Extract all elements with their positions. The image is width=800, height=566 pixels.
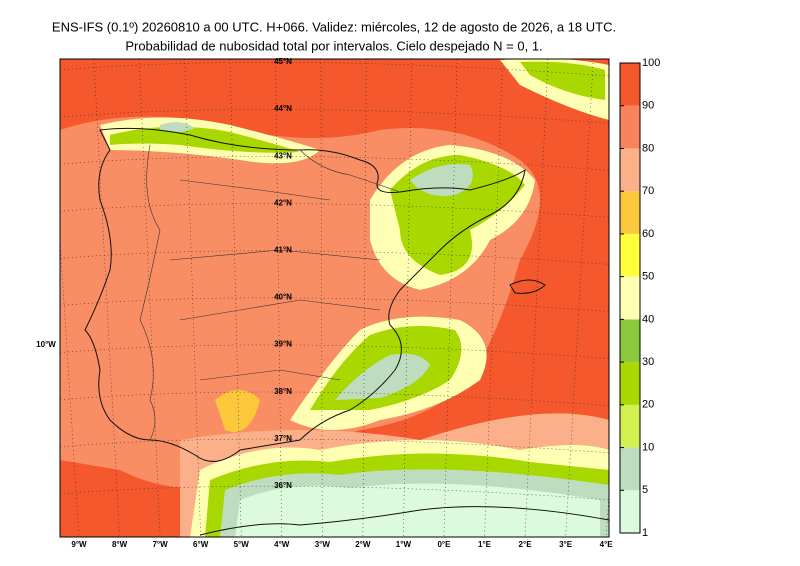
colorbar-label: 80 [642,142,654,154]
lon-label: 1°W [396,540,412,549]
graticule [60,250,609,265]
colorbar-segment [620,319,640,363]
graticule [60,109,609,124]
graticule [60,344,609,359]
lat-label: 45°N [274,57,292,66]
graticule [60,438,609,454]
colorbar-label: 50 [642,271,654,283]
colorbar-segment [620,191,640,234]
colorbar-label: 60 [642,228,654,240]
lon-label: 7°W [152,540,168,549]
lon-label: 9°W [71,540,87,549]
lat-label: 36°N [274,481,292,490]
colorbar-label: 10 [642,441,654,453]
map-frame [59,58,610,538]
lon-label: 6°W [193,540,209,549]
lat-label: 37°N [274,434,292,443]
lon-label: 8°W [112,540,128,549]
colorbar-segment [620,362,640,405]
lon-label: 4°W [274,540,290,549]
colorbar-frame [619,62,641,534]
colorbar-label: 70 [642,185,654,197]
graticule [60,156,609,171]
lat-label: 41°N [274,246,292,255]
colorbar-label: 20 [642,399,654,411]
lon-label: 3°E [559,540,573,549]
lat-label: 43°N [274,151,292,160]
lon-label: 4°E [600,540,614,549]
graticule [60,61,609,77]
graticule [60,203,609,218]
map [60,59,609,537]
colorbar-label: 40 [642,313,654,325]
colorbar-label: 1 [642,527,648,539]
lon-label: 2°W [355,540,371,549]
colorbar-label: 100 [642,57,660,69]
graticule [60,391,609,406]
title: ENS-IFS (0.1º) 20260810 a 00 UTC. H+066.… [52,19,616,34]
colorbar-segment [620,105,640,149]
lat-label: 38°N [274,387,292,396]
subtitle: Probabilidad de nubosidad total por inte… [125,38,542,53]
lon-label: 0°E [437,540,451,549]
lon-label: 5°W [234,540,250,549]
field [215,390,260,432]
field [160,122,195,133]
colorbar-segment [620,276,640,320]
field [110,126,300,153]
colorbar-segment [620,490,640,533]
lon-label: 1°E [478,540,492,549]
lat-label: 42°N [274,198,292,207]
colorbar-label: 5 [642,484,648,496]
graticule [60,485,609,501]
lon-label: 2°E [519,540,533,549]
lon-label: 3°W [315,540,331,549]
colorbar-label: 90 [642,100,654,112]
colorbar-segment [620,63,640,106]
lon-label: 10°W [36,340,56,349]
lat-label: 39°N [274,340,292,349]
colorbar-label: 30 [642,356,654,368]
colorbar-segment [620,233,640,277]
field [335,353,430,400]
lat-label: 44°N [274,104,292,113]
graticule [60,297,609,312]
lat-label: 40°N [274,293,292,302]
field [520,61,605,100]
colorbar-segment [620,148,640,192]
colorbar-segment [620,404,640,448]
colorbar-segment [620,447,640,491]
